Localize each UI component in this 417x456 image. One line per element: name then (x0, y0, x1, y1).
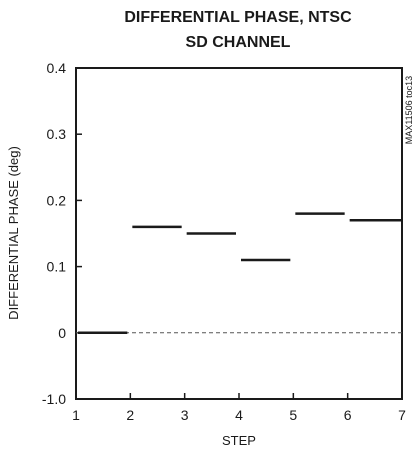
x-tick-label: 7 (398, 407, 406, 423)
x-axis-label: STEP (222, 433, 256, 448)
chart-title-line1: DIFFERENTIAL PHASE, NTSC (124, 9, 352, 26)
y-tick-label: 0.1 (47, 259, 67, 275)
y-axis-label: DIFFERENTIAL PHASE (deg) (6, 146, 21, 320)
x-tick-label: 5 (289, 407, 297, 423)
x-tick-label: 1 (72, 407, 80, 423)
x-tick-label: 6 (344, 407, 352, 423)
figure-id-note: MAX11506 toc13 (404, 76, 414, 144)
y-tick-label: -1.0 (42, 391, 66, 407)
y-tick-label: 0.3 (47, 126, 67, 142)
chart-title-line2: SD CHANNEL (186, 34, 291, 51)
x-tick-label: 3 (181, 407, 189, 423)
x-axis: 1 2 3 4 5 6 7 (72, 393, 406, 423)
y-tick-label: 0.4 (47, 60, 67, 76)
plot-frame (75, 67, 403, 400)
plot-marks (76, 212, 402, 335)
x-tick-label: 4 (235, 407, 243, 423)
y-tick-label: 0 (58, 325, 66, 341)
y-tick-label: 0.2 (47, 192, 67, 208)
x-tick-label: 2 (126, 407, 134, 423)
